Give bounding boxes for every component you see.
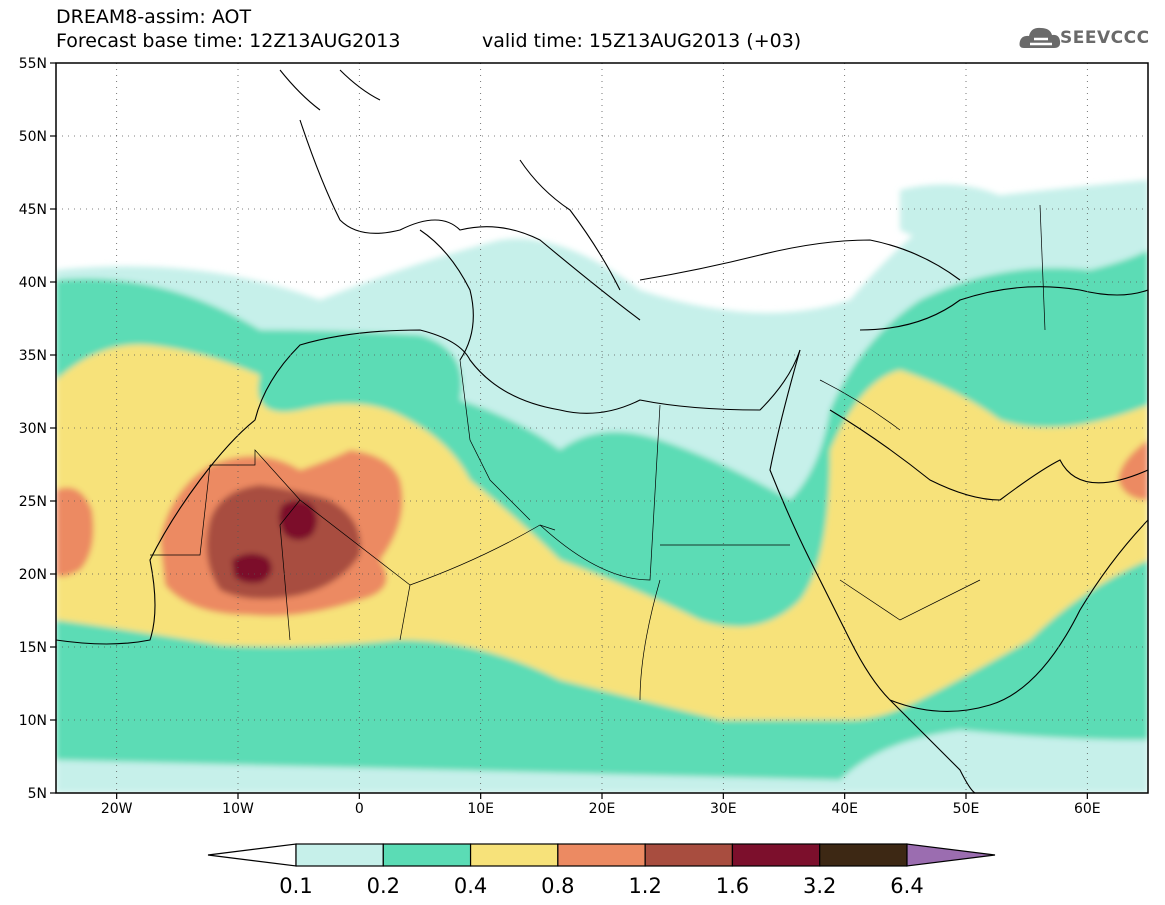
aot-band-0.8-east xyxy=(1118,440,1148,500)
colorbar-label: 0.8 xyxy=(541,874,574,898)
map-title: DREAM8-assim: AOT xyxy=(56,6,252,28)
colorbar-label: 0.2 xyxy=(367,874,400,898)
lon-tick-label: 40E xyxy=(831,801,858,817)
aot-band-0.8-west xyxy=(56,487,94,577)
lat-tick-label: 55N xyxy=(19,56,47,72)
colorbar-label: 0.4 xyxy=(454,874,487,898)
lat-tick-label: 20N xyxy=(19,567,47,583)
forecast-base-time: Forecast base time: 12Z13AUG2013 xyxy=(56,30,401,52)
lon-tick-label: 0 xyxy=(355,801,364,817)
lat-tick-label: 45N xyxy=(19,202,47,218)
colorbar-swatch xyxy=(819,843,908,867)
lat-tick-label: 30N xyxy=(19,421,47,437)
colorbar-label: 3.2 xyxy=(803,874,836,898)
colorbar-label: 1.2 xyxy=(628,874,661,898)
colorbar-swatch xyxy=(731,843,821,867)
lon-tick-label: 10W xyxy=(222,801,254,817)
colorbar-swatch xyxy=(644,843,734,867)
lon-tick-label: 30E xyxy=(710,801,737,817)
lon-tick-label: 20E xyxy=(589,801,616,817)
lon-tick-label: 50E xyxy=(953,801,980,817)
colorbar-label: 6.4 xyxy=(890,874,923,898)
aot-band-0.1-north xyxy=(900,184,1148,270)
lon-tick-label: 20W xyxy=(101,801,133,817)
lat-tick-label: 15N xyxy=(19,640,47,656)
aot-band-1.6 xyxy=(279,500,317,540)
colorbar-swatch xyxy=(382,843,472,867)
valid-time: valid time: 15Z13AUG2013 (+03) xyxy=(482,30,802,52)
aot-band-1.6-b xyxy=(232,553,272,584)
coastlines xyxy=(56,69,1148,793)
colorbar-swatch xyxy=(469,843,559,867)
cloud-icon xyxy=(1019,27,1061,48)
colorbar: 0.1 0.2 0.4 0.8 1.2 1.6 3.2 6.4 xyxy=(207,843,996,898)
lat-tick-label: 10N xyxy=(19,713,47,729)
country-borders xyxy=(150,204,1046,701)
lat-tick-label: 25N xyxy=(19,494,47,510)
lat-axis: 5N 10N 15N 20N 25N 30N 35N 40N 45N 50N 55N xyxy=(19,56,56,802)
colorbar-swatch xyxy=(295,843,384,867)
lon-axis: 20W 10W 0 10E 20E 30E 40E 50E 60E xyxy=(101,793,1101,817)
aot-band-0.4 xyxy=(56,344,1148,720)
colorbar-label: 1.6 xyxy=(716,874,749,898)
lon-tick-label: 60E xyxy=(1074,801,1101,817)
colorbar-label: 0.1 xyxy=(279,874,312,898)
lat-tick-label: 40N xyxy=(19,275,47,291)
colorbar-swatch xyxy=(557,843,646,867)
lat-tick-label: 5N xyxy=(28,786,47,802)
logo-text: SEEVCCC xyxy=(1060,28,1150,48)
colorbar-swatch-low xyxy=(207,843,297,867)
gridlines xyxy=(56,63,1148,793)
lon-tick-label: 10E xyxy=(467,801,494,817)
lat-tick-label: 50N xyxy=(19,129,47,145)
colorbar-swatch-high xyxy=(906,843,996,867)
lat-tick-label: 35N xyxy=(19,348,47,364)
